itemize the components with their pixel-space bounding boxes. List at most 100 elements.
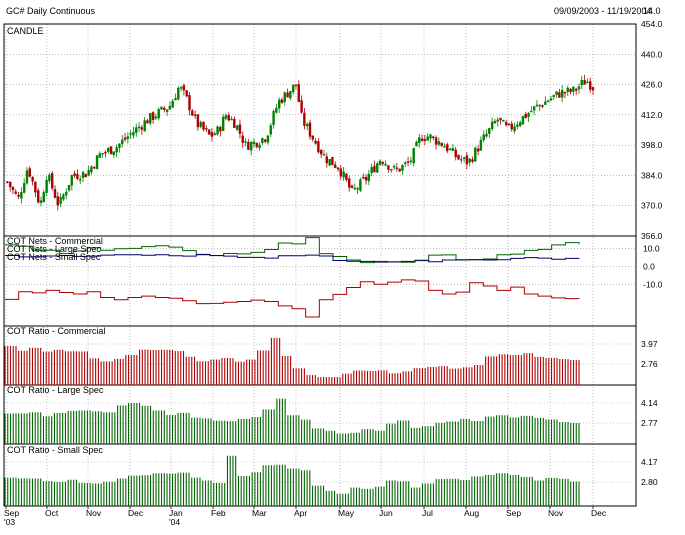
candle-body: [227, 115, 230, 121]
candle-up: [426, 133, 429, 141]
candle-body: [241, 135, 244, 143]
candle-body: [418, 137, 421, 144]
candle-up: [20, 187, 23, 204]
candle-body: [319, 149, 323, 155]
candle-up: [401, 164, 404, 175]
candle-up: [532, 106, 536, 116]
candle-body: [87, 169, 90, 176]
x-tick-label: Jul: [422, 508, 433, 518]
nets-legend-1: COT Nets - Large Spec: [7, 244, 101, 254]
candle-body: [325, 156, 329, 164]
candle-body: [448, 148, 452, 151]
candle-body: [457, 154, 460, 160]
candle-up: [121, 134, 124, 148]
candle-body: [334, 164, 337, 168]
candle-up: [502, 119, 505, 122]
candle-body: [31, 176, 34, 182]
candle-up: [154, 113, 158, 121]
candle-down: [350, 184, 354, 189]
candle-body: [62, 194, 65, 200]
candle-body: [510, 123, 513, 130]
candle-body: [188, 95, 191, 111]
candle-up: [359, 177, 362, 193]
candle-body: [530, 110, 533, 113]
candle-down: [93, 166, 96, 170]
candle-body: [513, 126, 516, 132]
candle-body: [322, 154, 326, 156]
candle-body: [199, 122, 202, 127]
rl-tick-label: 4.14: [641, 398, 658, 408]
candle-body: [160, 106, 163, 110]
candle-down: [574, 87, 578, 96]
candle-body: [364, 176, 368, 181]
candle-body: [544, 101, 547, 105]
nets-series-line-2: [5, 253, 580, 263]
candle-body: [300, 100, 303, 113]
candle-body: [93, 167, 96, 169]
candle-body: [11, 187, 15, 191]
candle-body: [50, 173, 54, 189]
candle-body: [303, 112, 306, 126]
candle-body: [423, 139, 427, 141]
candle-body: [549, 98, 553, 101]
candle-body: [488, 128, 491, 134]
candle-body: [252, 141, 256, 145]
candle-body: [460, 159, 463, 161]
candle-body: [25, 170, 29, 184]
candle-up: [488, 127, 491, 138]
candle-body: [577, 86, 581, 90]
candle-body: [129, 133, 132, 135]
candle-down: [219, 125, 222, 137]
candle-body: [73, 173, 76, 176]
candle-body: [378, 160, 382, 165]
candle-body: [207, 129, 211, 135]
candle-up: [560, 85, 564, 103]
candle-body: [213, 133, 216, 136]
candle-body: [485, 133, 488, 137]
candle-body: [314, 140, 317, 144]
candle-body: [95, 155, 99, 170]
rs-tick-label: 2.80: [641, 477, 658, 487]
candle-up: [418, 134, 421, 148]
candle-body: [233, 118, 236, 128]
candle-down: [311, 135, 314, 142]
candle-down: [104, 150, 107, 158]
candle-up: [221, 114, 225, 132]
candle-up: [443, 143, 446, 148]
candle-body: [451, 148, 455, 151]
candle-up: [412, 147, 415, 167]
candle-up: [429, 133, 432, 143]
candle-up: [213, 131, 216, 136]
candle-up: [448, 147, 452, 151]
candle-body: [28, 168, 31, 177]
candle-up: [95, 154, 99, 170]
candle-body: [163, 107, 166, 110]
candle-up: [342, 167, 345, 181]
candle-down: [76, 169, 79, 181]
candle-body: [289, 91, 292, 99]
candle-down: [476, 145, 480, 156]
candle-down: [398, 168, 401, 172]
candle-body: [541, 105, 544, 107]
candle-body: [205, 128, 208, 130]
candle-up: [137, 122, 141, 132]
candle-up: [70, 174, 74, 191]
nets-tick-label: -10.0: [643, 280, 663, 290]
candle-body: [516, 124, 519, 127]
candle-body: [249, 142, 253, 151]
candle-up: [493, 118, 497, 124]
candle-down: [36, 187, 40, 204]
candle-up: [544, 96, 547, 105]
candle-body: [392, 166, 396, 168]
x-tick-year: '03: [4, 517, 15, 527]
candle-down: [34, 181, 37, 198]
candle-body: [118, 143, 121, 148]
candle-up: [291, 84, 295, 95]
candle-body: [560, 90, 564, 98]
nets-legend-0: COT Nets - Commercial: [7, 236, 103, 246]
candle-body: [135, 127, 138, 133]
candle-up: [482, 130, 485, 143]
candle-down: [364, 174, 368, 185]
candle-body: [350, 185, 354, 188]
